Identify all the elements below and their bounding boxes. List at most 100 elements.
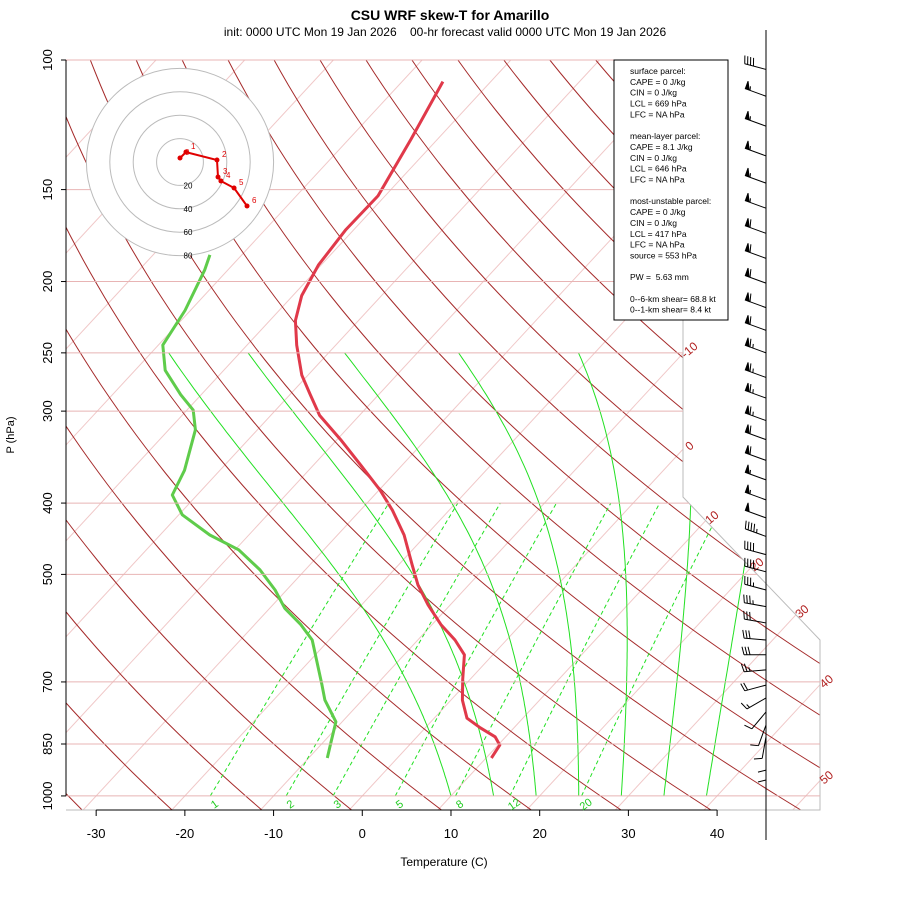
info-line: 0--1-km shear= 8.4 kt [630, 305, 712, 315]
dry-adiabat [733, 60, 820, 810]
info-line: CIN = 0 J/kg [630, 218, 677, 228]
y-axis-label: P (hPa) [5, 416, 17, 453]
info-line: LCL = 646 hPa [630, 164, 687, 174]
info-line: most-unstable parcel: [630, 196, 711, 206]
info-line: CAPE = 0 J/kg [630, 77, 686, 87]
wind-barb [744, 576, 767, 591]
wind-barb [744, 405, 767, 422]
isotherm [260, 60, 820, 810]
isotherm [171, 60, 820, 810]
hodograph-ring-label: 60 [184, 228, 193, 237]
x-tick-label: 20 [532, 826, 546, 841]
y-tick-label: 400 [40, 492, 55, 514]
y-tick-label: 100 [40, 49, 55, 71]
hodograph-height-label: 1 [191, 142, 196, 151]
wind-barb [744, 557, 767, 573]
wind-barb [744, 337, 767, 354]
hodograph-ring [132, 114, 228, 210]
hodograph-ring-label: 40 [184, 205, 193, 214]
isotherm-label: -10 [678, 339, 701, 361]
hodograph-height-label: 6 [252, 196, 257, 205]
x-tick-label: -20 [175, 826, 194, 841]
moist-adiabat [458, 352, 580, 796]
y-tick-label: 700 [40, 671, 55, 693]
y-tick-label: 300 [40, 400, 55, 422]
y-tick-label: 200 [40, 271, 55, 293]
wind-barb [742, 629, 767, 641]
isotherm [792, 60, 820, 810]
wind-barb [744, 540, 767, 556]
mixing-ratio-label: 12 [506, 796, 523, 813]
wind-barb [743, 610, 767, 624]
x-tick-label: -10 [264, 826, 283, 841]
dry-adiabat [66, 60, 352, 810]
profile-line [161, 254, 338, 759]
mixing-ratio-label: 5 [394, 798, 406, 811]
chart-subtitle: init: 0000 UTC Mon 19 Jan 2026 00-hr for… [224, 25, 667, 39]
wind-barb [744, 193, 767, 209]
info-line: source = 553 hPa [630, 250, 697, 260]
chart-title: CSU WRF skew-T for Amarillo [351, 7, 550, 23]
hodograph-ring-label: 80 [184, 252, 193, 261]
isotherm-label: 0 [682, 438, 696, 453]
wind-barb [744, 711, 767, 730]
info-line: LFC = NA hPa [630, 109, 685, 119]
info-line: LFC = NA hPa [630, 240, 685, 250]
mixing-ratio-line [455, 502, 612, 797]
wind-barb [744, 267, 767, 284]
x-tick-label: 40 [710, 826, 724, 841]
info-line: 0--6-km shear= 68.8 kt [630, 294, 716, 304]
wind-barb [744, 502, 767, 519]
info-line: LFC = NA hPa [630, 175, 685, 185]
moist-adiabat [578, 352, 628, 796]
wind-barb [744, 520, 767, 537]
mixing-ratio-line [509, 502, 661, 797]
wind-barb [744, 362, 767, 378]
info-line: CIN = 0 J/kg [630, 88, 677, 98]
info-box-frame [613, 59, 729, 321]
wind-barbs [740, 30, 767, 840]
dry-adiabat [66, 60, 532, 810]
wind-barb [744, 484, 767, 501]
x-tick-label: -30 [87, 826, 106, 841]
mixing-ratio-label: 3 [332, 798, 344, 811]
isotherm [66, 60, 600, 810]
hodograph-point [177, 155, 183, 161]
wind-barb [744, 292, 767, 309]
y-tick-label: 1000 [40, 781, 55, 810]
isotherm [703, 60, 820, 810]
wind-barb [740, 663, 767, 673]
info-line: mean-layer parcel: [630, 131, 700, 141]
wind-barb [744, 218, 767, 234]
x-axis-label: Temperature (C) [400, 855, 487, 869]
mixing-ratio-line [285, 502, 459, 797]
y-tick-label: 500 [40, 564, 55, 586]
hodograph-ring [156, 138, 204, 186]
isotherm [66, 60, 689, 810]
wind-barb [744, 382, 767, 399]
isotherm-label: 30 [792, 602, 811, 622]
moist-adiabat [344, 352, 537, 796]
wind-barb [744, 424, 767, 441]
dry-adiabat [181, 60, 820, 810]
dry-adiabat [227, 60, 820, 810]
mixing-ratio-label: 2 [285, 798, 297, 811]
profile-line [293, 80, 502, 759]
wind-barb [744, 464, 767, 481]
wind-barb [744, 445, 767, 461]
hodograph-ring [85, 67, 275, 257]
hodograph-point [215, 174, 221, 180]
dry-adiabat [66, 60, 442, 810]
dry-adiabat [779, 60, 820, 810]
isotherm [66, 60, 423, 810]
wind-barb [743, 594, 767, 608]
profiles [161, 80, 502, 759]
isotherm [615, 60, 820, 810]
hodograph-height-label: 2 [222, 150, 227, 159]
hodograph-point [183, 149, 189, 155]
mixing-ratio-label: 1 [209, 798, 221, 811]
dry-adiabat [66, 60, 622, 810]
moist-adiabat [168, 352, 452, 797]
